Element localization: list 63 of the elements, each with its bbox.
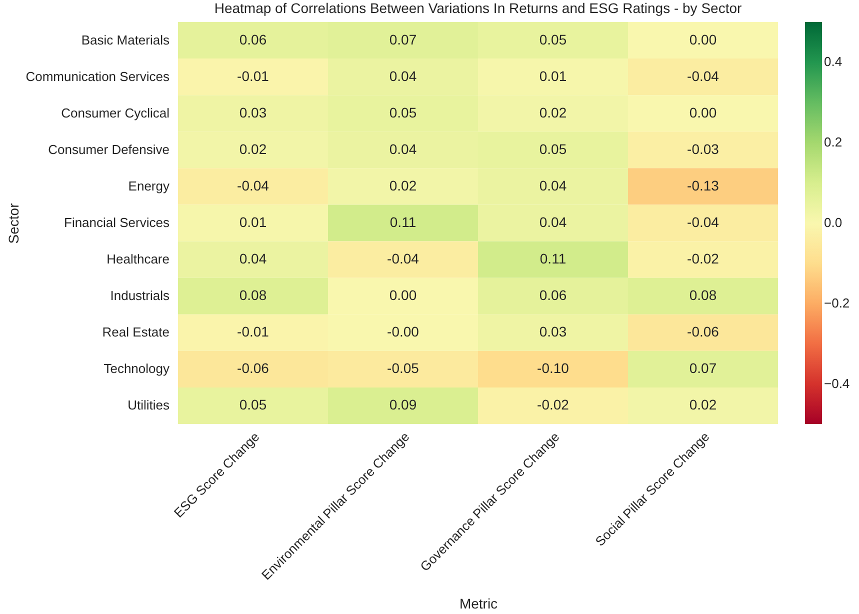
data-label: 0.07 (689, 360, 717, 376)
data-label: 0.04 (239, 250, 267, 267)
data-label: 0.11 (390, 214, 416, 230)
data-label: 0.08 (689, 287, 717, 304)
chart-title: Heatmap of Correlations Between Variations In Returns and ESG Ratings - by Sector (214, 0, 742, 16)
data-label: 0.00 (689, 31, 717, 48)
data-label: 0.00 (689, 104, 717, 120)
data-label: 0.07 (389, 31, 417, 48)
y-tick-label: Consumer Defensive (48, 142, 170, 157)
y-tick-label: Communication Services (26, 68, 170, 84)
data-label: 0.01 (239, 214, 267, 230)
y-tick-label: Industrials (110, 288, 170, 304)
y-tick-label: Healthcare (106, 252, 170, 267)
data-label: -0.04 (687, 68, 720, 84)
data-label: 0.02 (539, 104, 567, 120)
data-label: 0.11 (540, 250, 566, 267)
color-bar-label: 0.4 (824, 54, 842, 70)
data-label: 0.06 (539, 287, 567, 304)
data-label: 0.02 (389, 177, 417, 194)
data-label: -0.13 (687, 177, 720, 194)
data-label: -0.02 (687, 250, 720, 267)
data-label: -0.06 (237, 360, 270, 376)
y-tick-label: Consumer Cyclical (61, 105, 170, 120)
data-label: 0.04 (539, 177, 567, 194)
data-label: -0.01 (237, 68, 270, 84)
data-label: -0.01 (237, 324, 270, 340)
y-tick-label: Energy (128, 178, 170, 194)
data-label: 0.02 (689, 396, 717, 413)
y-tick-label: Real Estate (102, 324, 170, 340)
data-label: 0.04 (389, 140, 417, 157)
data-label: 0.08 (239, 287, 267, 304)
data-label: -0.04 (237, 177, 270, 194)
data-label: 0.05 (539, 140, 567, 157)
data-label: 0.05 (539, 31, 567, 48)
data-label: -0.02 (537, 396, 570, 413)
data-label: -0.06 (687, 324, 720, 340)
y-tick-label: Technology (104, 361, 170, 376)
data-label: 0.04 (539, 214, 567, 230)
data-label: 0.04 (389, 68, 417, 84)
data-label: 0.05 (239, 396, 267, 413)
color-bar-label: 0.0 (824, 215, 842, 230)
data-label: 0.01 (539, 68, 567, 84)
color-bar-label: −0.2 (824, 295, 850, 310)
x-axis-title: Metric (459, 596, 498, 612)
color-bar-label: 0.2 (824, 134, 842, 150)
data-label: -0.00 (387, 324, 420, 340)
y-tick-label: Utilities (128, 398, 170, 413)
data-label: 0.03 (539, 324, 567, 340)
data-label: 0.03 (239, 104, 267, 120)
y-tick-label: Financial Services (64, 215, 170, 230)
y-axis-title: Sector (6, 202, 22, 244)
data-label: 0.05 (389, 104, 417, 120)
data-label: 0.09 (389, 396, 417, 413)
data-label: -0.10 (537, 360, 570, 376)
data-label: -0.04 (687, 214, 720, 230)
y-tick-label: Basic Materials (81, 32, 170, 48)
data-label: 0.00 (389, 287, 417, 304)
data-label: -0.03 (687, 140, 720, 157)
color-bar-label: −0.4 (824, 376, 850, 391)
data-label: 0.02 (239, 140, 267, 157)
data-label: -0.04 (387, 250, 420, 267)
data-label: -0.05 (387, 360, 420, 376)
data-label: 0.06 (239, 31, 267, 48)
